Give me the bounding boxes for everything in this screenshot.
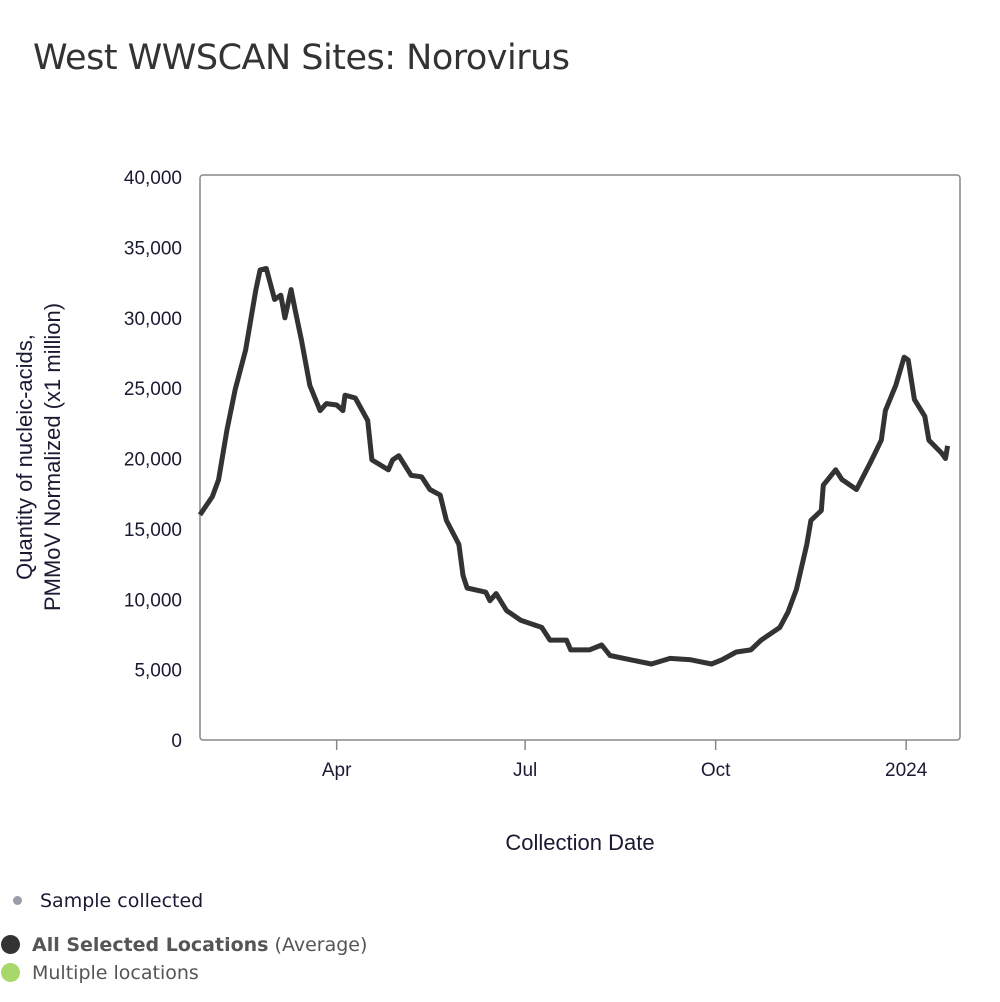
y-tick-label: 40,000 <box>124 168 182 189</box>
y-tick-label: 30,000 <box>124 309 182 330</box>
x-tick-label: 2024 <box>885 760 928 781</box>
y-tick-label: 20,000 <box>124 450 182 471</box>
legend-label-suffix: (Average) <box>274 934 368 956</box>
legend-label: Multiple locations <box>32 962 199 984</box>
x-axis-label: Collection Date <box>505 830 654 855</box>
chart-title: West WWSCAN Sites: Norovirus <box>33 38 570 78</box>
x-tick-label: Oct <box>701 760 731 781</box>
y-tick-label: 0 <box>171 731 182 752</box>
y-axis-label-line1: Quantity of nucleic-acids, <box>12 334 37 580</box>
sample-dot-icon <box>13 896 22 905</box>
y-axis-label-line2: PMMoV Normalized (x1 million) <box>40 303 65 611</box>
y-tick-label: 35,000 <box>124 238 182 259</box>
x-tick-label: Apr <box>322 760 352 781</box>
y-tick-label: 15,000 <box>124 520 182 541</box>
x-tick-label: Jul <box>513 760 537 781</box>
legend-label: Sample collected <box>40 890 204 912</box>
y-tick-label: 10,000 <box>124 590 182 611</box>
y-tick-label: 5,000 <box>134 661 182 682</box>
y-tick-label: 25,000 <box>124 379 182 400</box>
plot-frame <box>199 174 961 741</box>
multiple-dot-icon <box>1 963 20 982</box>
series-line-average <box>197 266 951 667</box>
average-dot-icon <box>1 935 20 954</box>
legend-label-bold: All Selected Locations <box>32 934 269 956</box>
